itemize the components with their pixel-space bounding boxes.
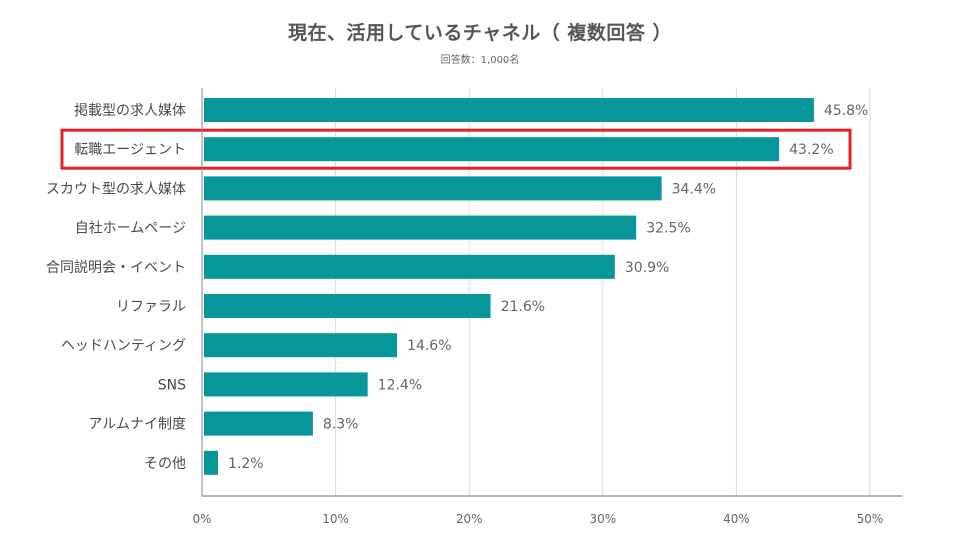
- bar: [204, 137, 780, 162]
- bar: [204, 254, 615, 279]
- category-label: アルムナイ制度: [88, 417, 186, 433]
- data-label: 30.9%: [625, 260, 669, 276]
- data-label: 45.8%: [824, 103, 868, 119]
- x-axis: 0% 10% 20% 30% 40% 50%: [192, 88, 902, 526]
- data-label: 1.2%: [228, 456, 264, 472]
- category-label: 合同説明会・イベント: [46, 260, 186, 276]
- category-label: 掲載型の求人媒体: [74, 103, 186, 119]
- data-label: 34.4%: [672, 181, 716, 197]
- bar: [204, 450, 219, 475]
- bar: [204, 294, 491, 318]
- bar: [204, 333, 398, 358]
- bar: [204, 215, 637, 240]
- category-label: スカウト型の求人媒体: [46, 181, 186, 197]
- x-tick-label: 40%: [723, 512, 750, 526]
- data-label: 12.4%: [378, 377, 422, 393]
- bar: [204, 98, 814, 122]
- category-label: その他: [144, 456, 186, 472]
- data-label: 32.5%: [646, 221, 690, 237]
- bar: [204, 372, 368, 397]
- category-label: リファラル: [116, 299, 186, 315]
- data-label: 21.6%: [501, 299, 545, 315]
- highlight-box-layer: [60, 128, 852, 170]
- bar: [204, 411, 313, 436]
- data-label: 8.3%: [323, 417, 359, 433]
- highlight-box: [60, 128, 852, 170]
- chart-title: 現在、活用しているチャネル（ 複数回答 ）: [288, 22, 672, 44]
- bars: [204, 98, 814, 475]
- x-tick-label: 50%: [857, 512, 884, 526]
- labels: 掲載型の求人媒体 45.8% 転職エージェント 43.2% スカウト型の求人媒体 34.4…: [46, 103, 868, 472]
- x-tick-label: 0%: [192, 512, 211, 526]
- x-tick-label: 10%: [322, 512, 349, 526]
- x-tick-label: 20%: [456, 512, 483, 526]
- data-label: 43.2%: [789, 142, 833, 158]
- category-label: 自社ホームページ: [75, 221, 186, 237]
- data-label: 14.6%: [407, 338, 451, 354]
- x-tick-label: 30%: [589, 512, 616, 526]
- category-label: 転職エージェント: [74, 142, 186, 158]
- category-label: SNS: [158, 377, 186, 393]
- chart-subtitle: 回答数：1,000名: [440, 55, 520, 66]
- category-label: ヘッドハンティング: [61, 338, 186, 354]
- bar: [204, 176, 662, 201]
